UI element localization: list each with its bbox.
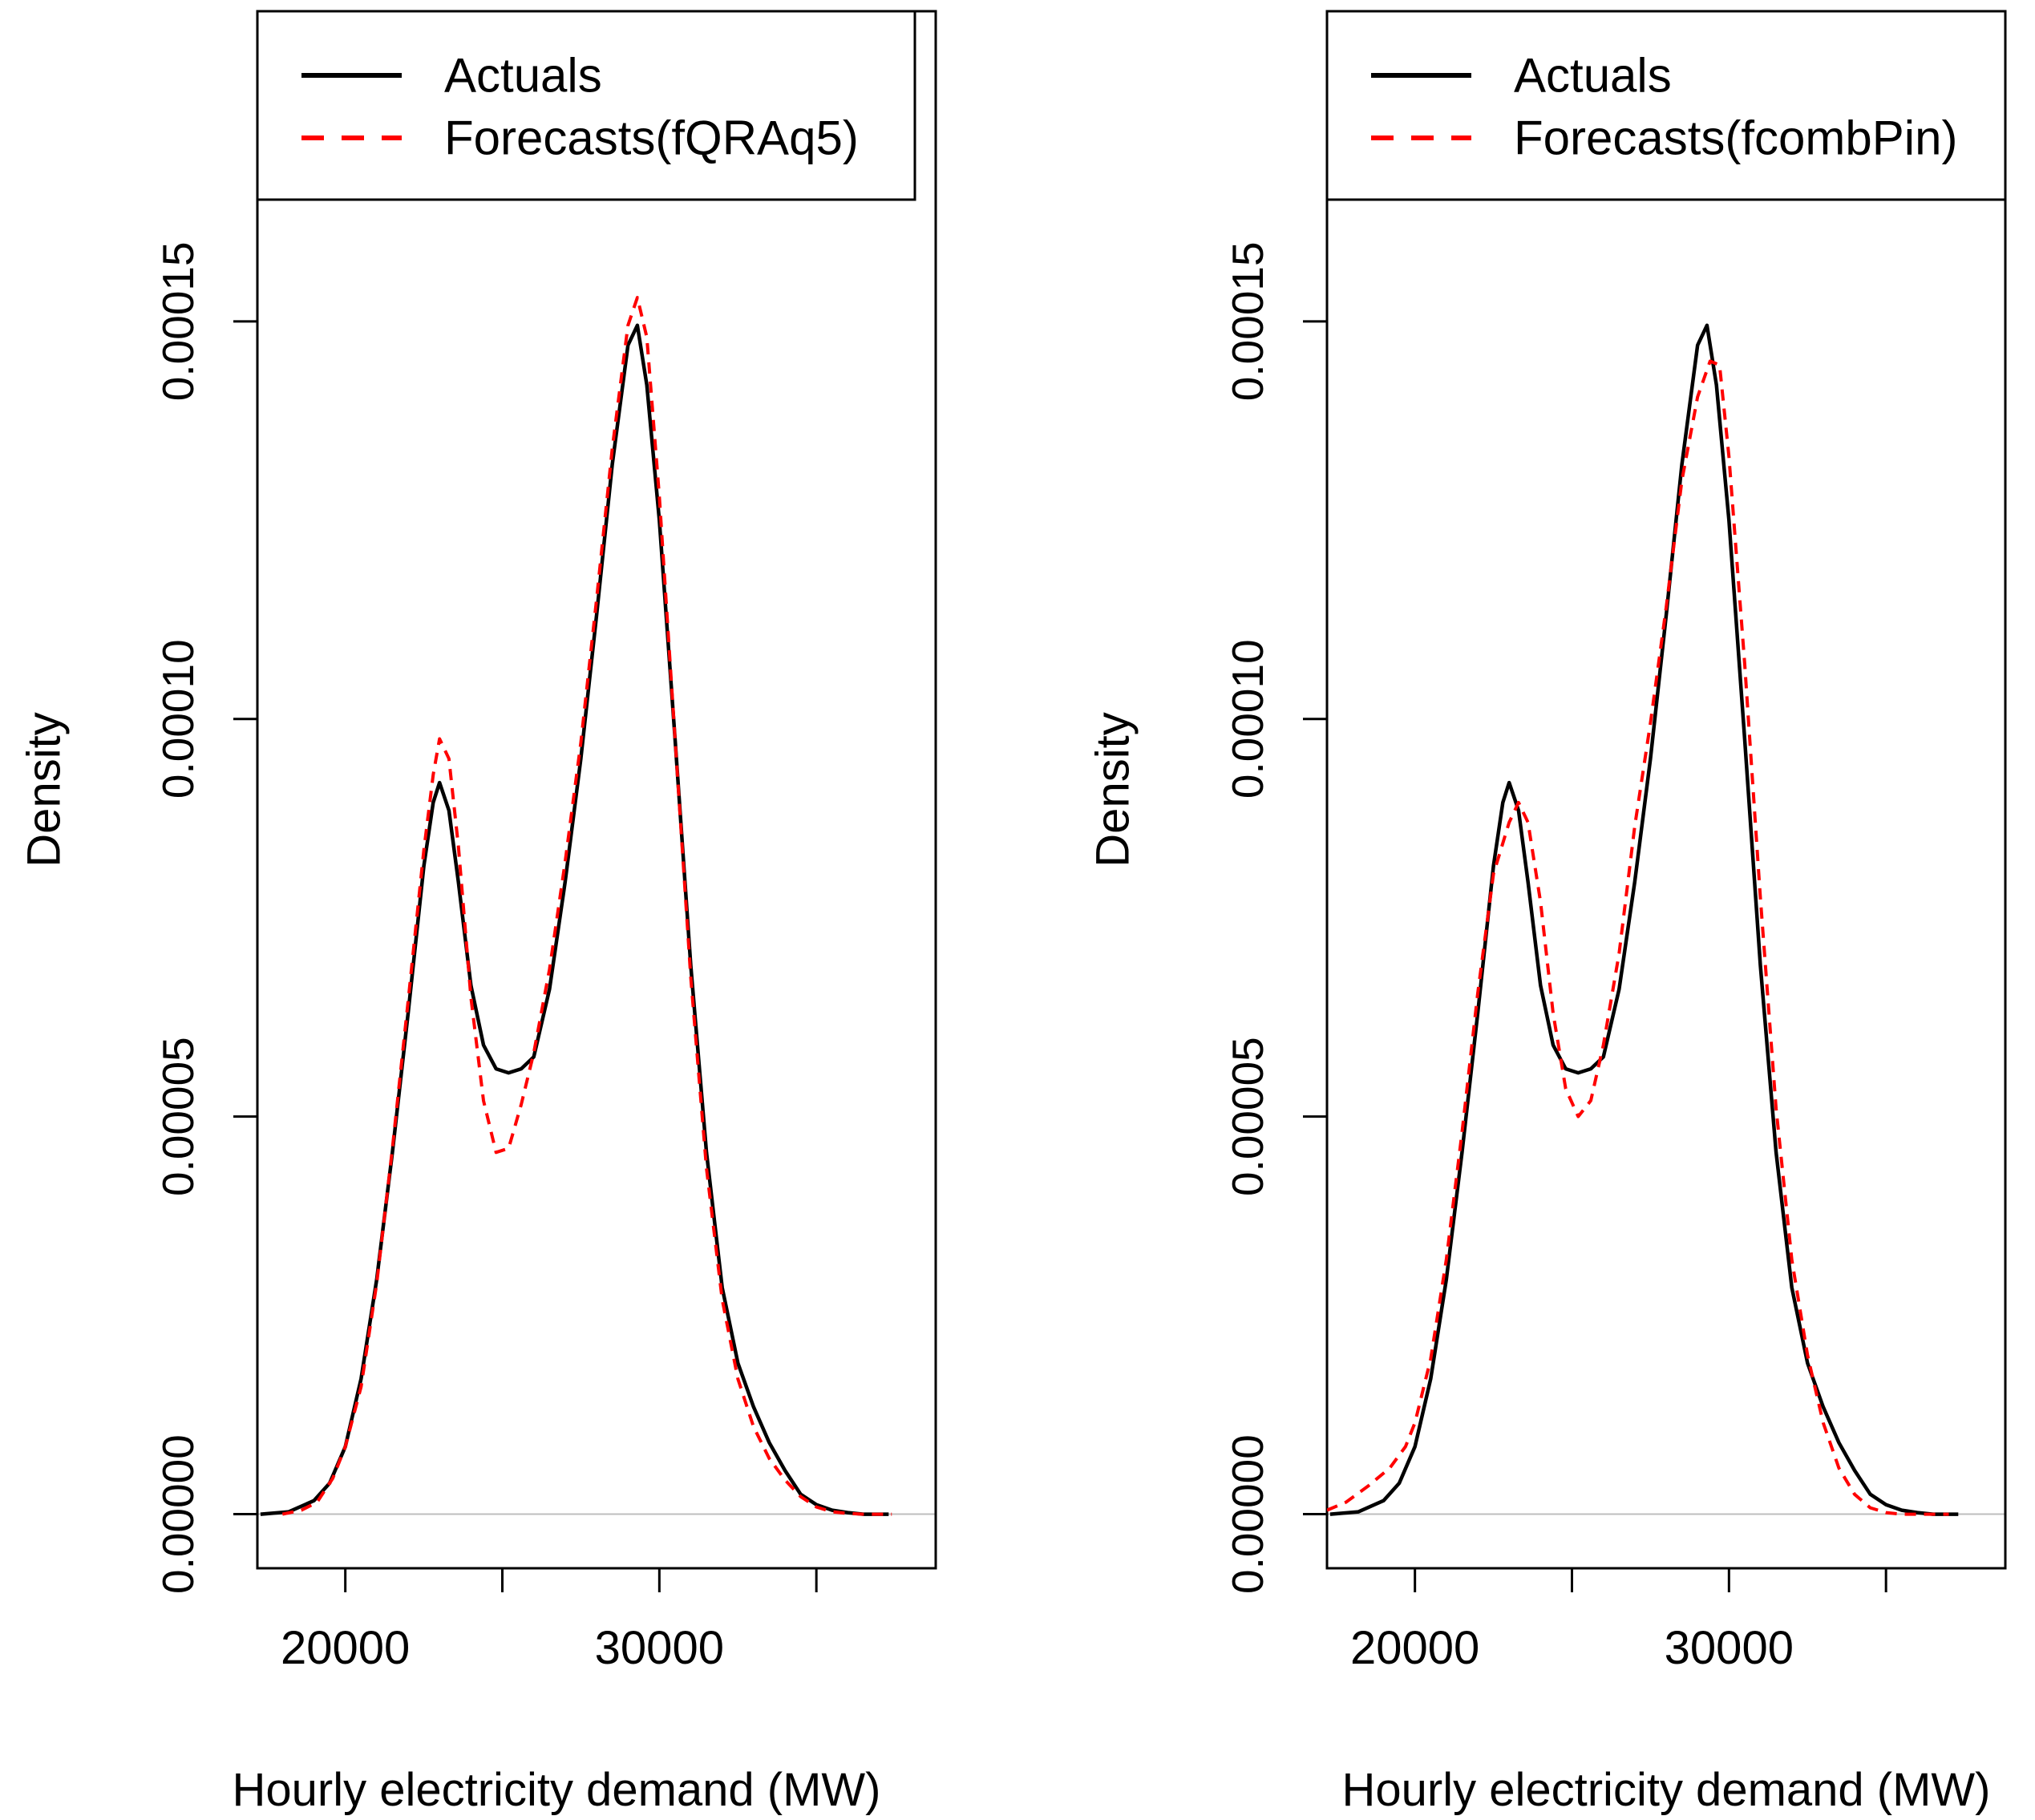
chart2-legend: Actuals Forecasts(fcombPin) (1325, 10, 2007, 201)
chart1-plot-frame (256, 10, 937, 1570)
chart2-series-forecast-line (1327, 359, 1949, 1516)
chart1: 0.00000 0.00005 0.00010 0.00015 20000 30000 De… (18, 10, 937, 1816)
chart2-x-axis-title: Hourly electricity demand (MW) (1342, 1764, 1991, 1816)
chart1-legend-box (256, 10, 916, 201)
chart1-y-tick-label: 0.00010 (153, 639, 203, 799)
chart1-series-actuals-line (260, 323, 889, 1516)
chart1-series-forecast-line (281, 296, 892, 1516)
chart2-legend-label: Actuals (1514, 49, 1672, 103)
chart1-legend: Actuals Forecasts(fQRAq5) (256, 10, 916, 201)
chart2-y-tick-label: 0.00005 (1223, 1037, 1272, 1196)
chart2-x-tick-label: 20000 (1350, 1622, 1479, 1674)
chart2-y-axis-title: Density (1087, 712, 1139, 867)
chart1-y-tick-label: 0.00015 (153, 241, 203, 401)
chart2-legend-label: Forecasts(fcombPin) (1514, 111, 1957, 165)
chart1-y-axis-title: Density (18, 712, 71, 867)
chart1-x-tick-label: 20000 (281, 1622, 410, 1674)
chart2-plot-frame (1325, 10, 2007, 1570)
chart2-y-tick-label: 0.00015 (1223, 241, 1272, 401)
chart2-y-tick-label: 0.00010 (1223, 639, 1272, 799)
chart2-legend-box (1325, 10, 2007, 201)
chart2: 0.00000 0.00005 0.00010 0.00015 20000 30000 De… (1087, 10, 2007, 1816)
chart1-x-tick-label: 30000 (595, 1622, 724, 1674)
chart1-y-tick-label: 0.00000 (153, 1434, 203, 1594)
chart1-y-tick-label: 0.00005 (153, 1037, 203, 1196)
chart2-y-tick-label: 0.00000 (1223, 1434, 1272, 1594)
chart2-x-tick-label: 30000 (1665, 1622, 1794, 1674)
chart1-x-axis-title: Hourly electricity demand (MW) (233, 1764, 881, 1816)
chart1-legend-label: Forecasts(fQRAq5) (444, 111, 859, 165)
chart2-series-actuals-line (1329, 323, 1959, 1516)
chart1-legend-label: Actuals (444, 49, 602, 103)
